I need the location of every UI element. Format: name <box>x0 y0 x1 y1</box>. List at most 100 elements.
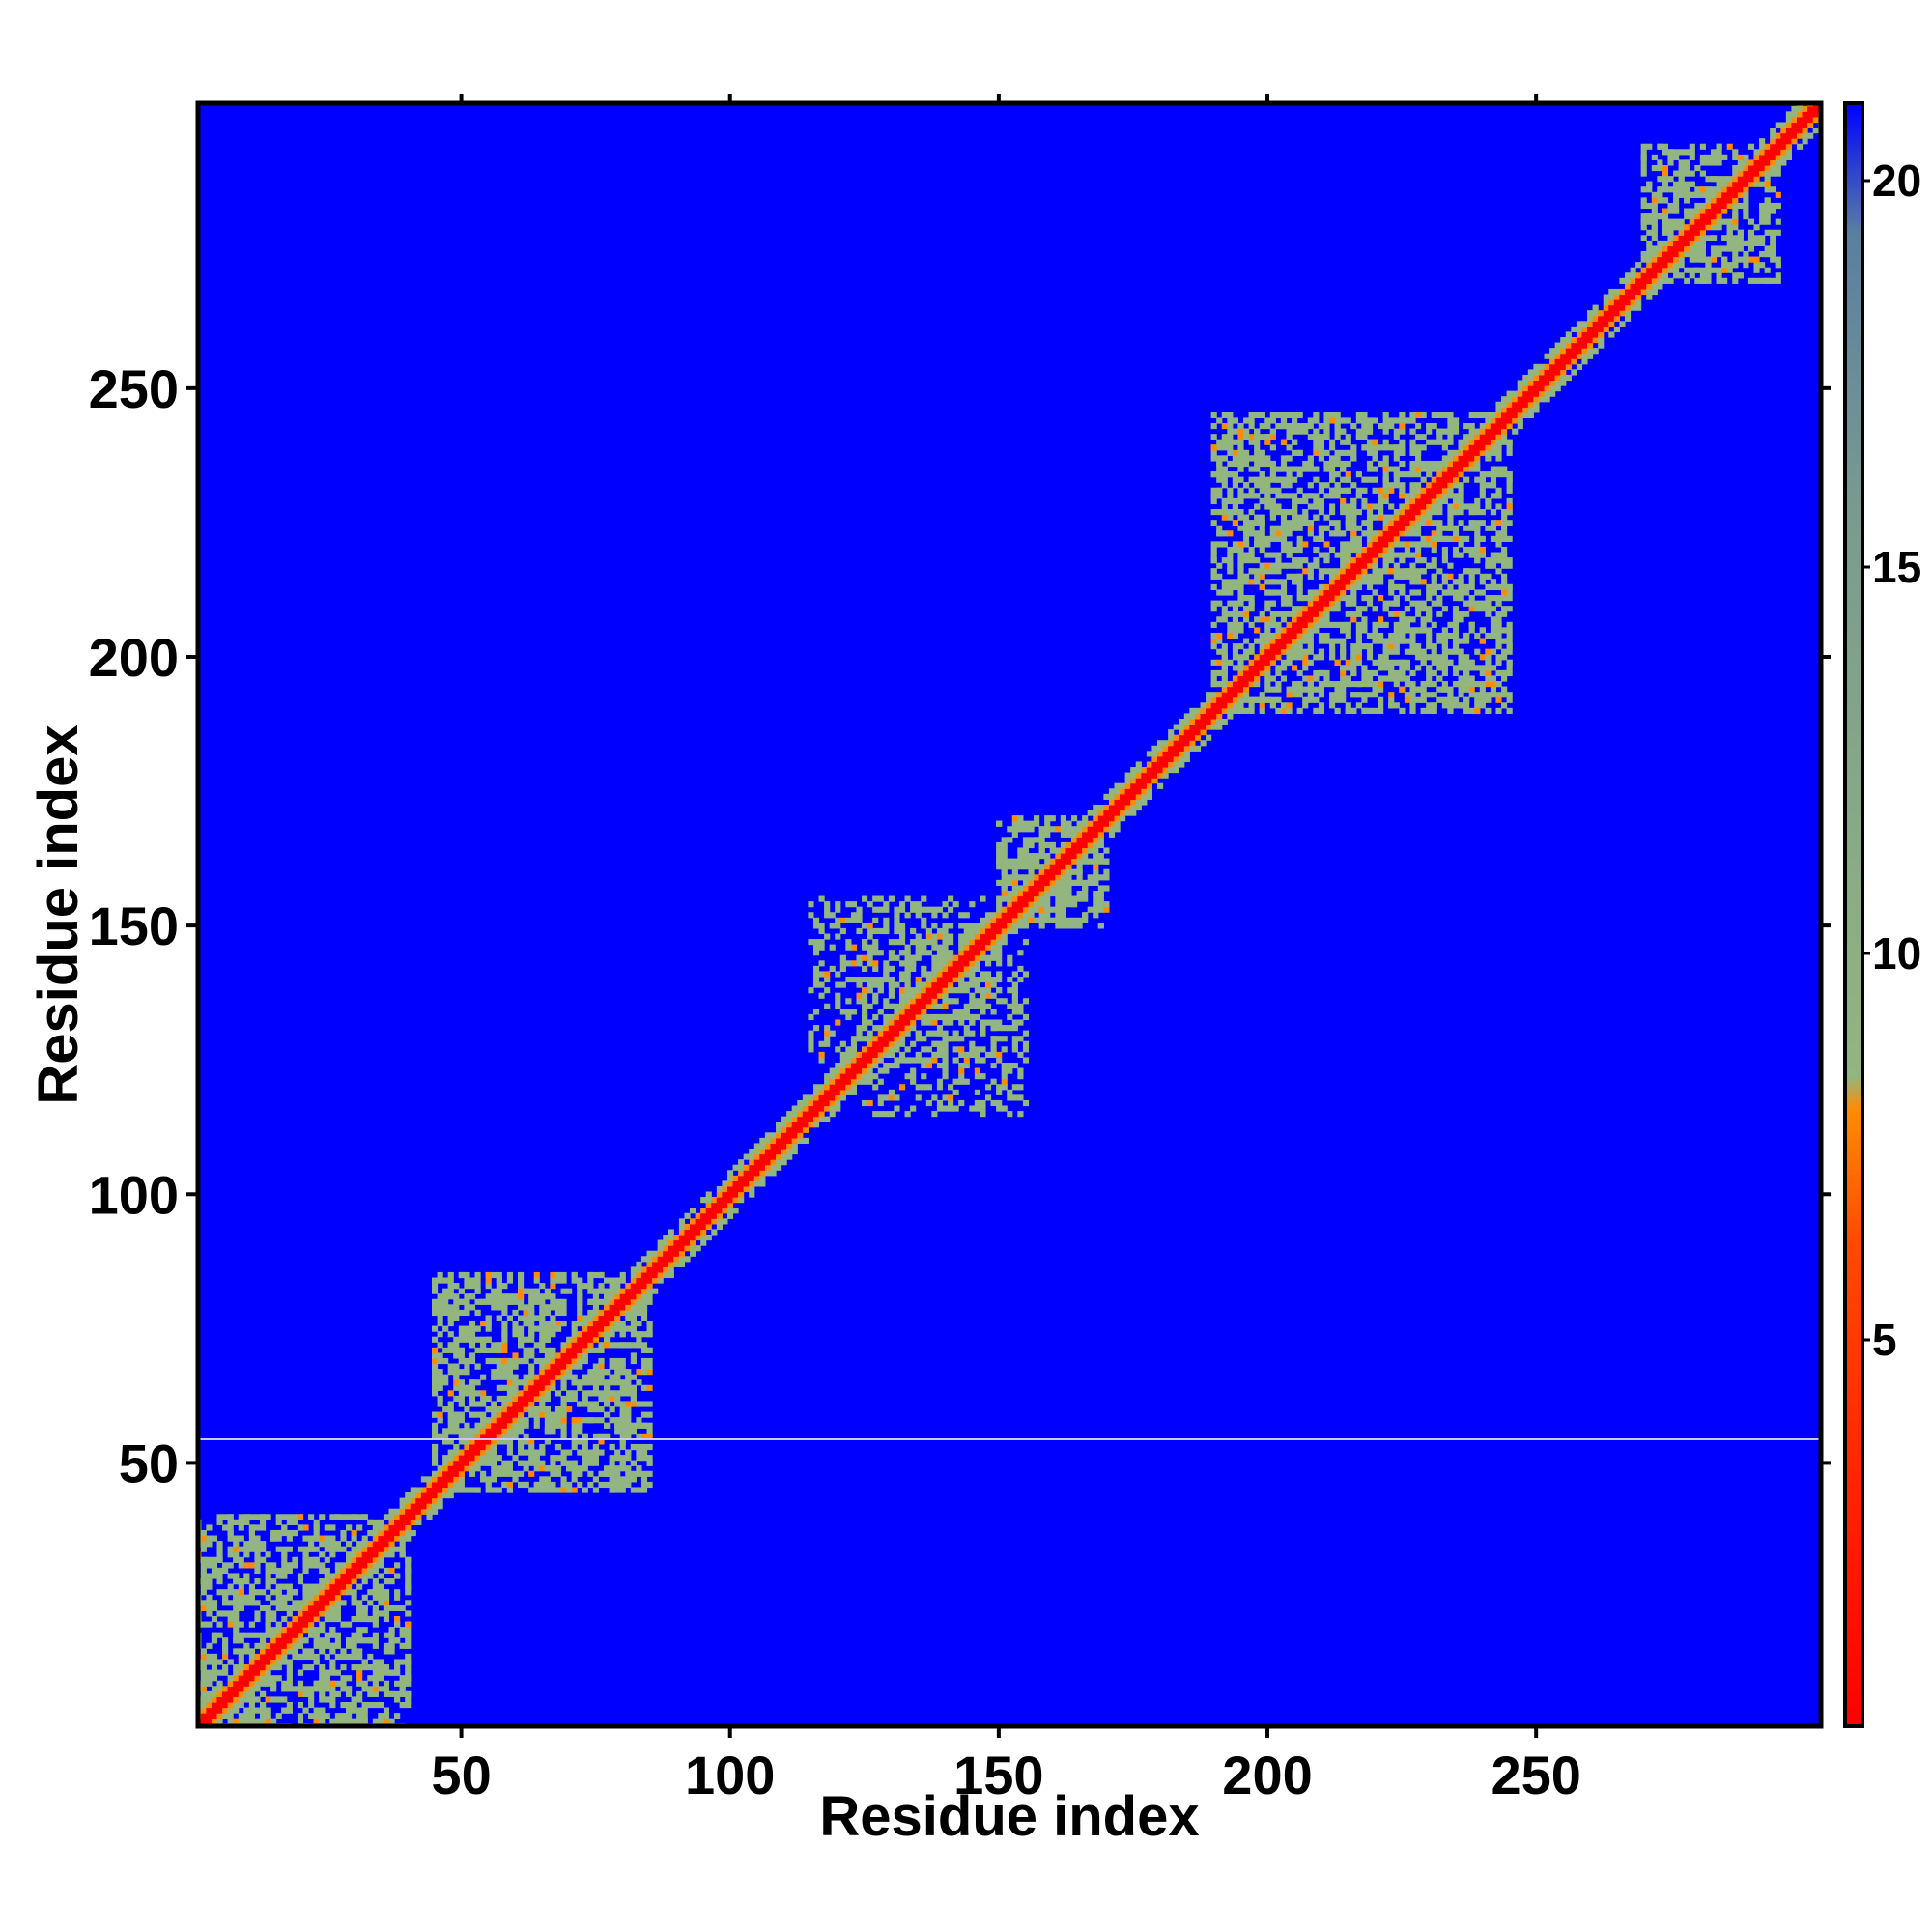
heatmap-cell <box>512 1422 519 1429</box>
heatmap-cell <box>1108 820 1116 827</box>
heatmap-cell <box>936 1051 944 1059</box>
heatmap-cell <box>345 1637 353 1644</box>
heatmap-cell <box>1060 831 1067 838</box>
heatmap-cell <box>1791 116 1798 124</box>
heatmap-cell <box>394 1519 401 1525</box>
heatmap-cell <box>910 1013 917 1021</box>
heatmap-cell <box>1355 557 1362 564</box>
heatmap-cell <box>1350 546 1357 554</box>
heatmap-cell <box>1001 939 1008 946</box>
heatmap-cell <box>544 1352 551 1359</box>
heatmap-cell <box>577 1352 583 1359</box>
heatmap-cell <box>1651 256 1658 263</box>
heatmap-cell <box>1011 1094 1018 1101</box>
heatmap-cell <box>818 981 825 988</box>
heatmap-cell <box>544 1481 551 1489</box>
heatmap-cell <box>1667 235 1674 242</box>
heatmap-cell <box>491 1433 497 1439</box>
heatmap-cell <box>577 1449 583 1456</box>
heatmap-cell <box>958 954 965 961</box>
heatmap-cell <box>598 1406 605 1413</box>
heatmap-cell <box>1441 455 1448 462</box>
heatmap-cell <box>958 1019 965 1026</box>
heatmap-cell <box>931 965 938 973</box>
heatmap-cell <box>383 1648 390 1655</box>
heatmap-cell <box>936 987 944 994</box>
heatmap-cell <box>324 1594 330 1601</box>
heatmap-cell <box>1017 906 1024 913</box>
heatmap-cell <box>1097 895 1104 902</box>
heatmap-cell <box>1292 611 1298 617</box>
heatmap-cell <box>1011 831 1018 838</box>
heatmap-cell <box>1479 444 1486 451</box>
heatmap-cell <box>711 1229 718 1236</box>
heatmap-cell <box>378 1701 384 1709</box>
heatmap-cell <box>904 1013 911 1021</box>
heatmap-cell <box>1355 546 1362 554</box>
heatmap-cell <box>668 1250 674 1257</box>
heatmap-cell <box>1156 761 1164 768</box>
heatmap-cell <box>867 1067 873 1074</box>
heatmap-cell <box>872 981 879 988</box>
heatmap-cell <box>640 1422 648 1429</box>
heatmap-cell <box>480 1455 487 1462</box>
heatmap-cell <box>1759 164 1766 172</box>
heatmap-cell <box>1485 412 1492 419</box>
heatmap-cell <box>334 1589 342 1596</box>
heatmap-cell <box>1533 396 1540 403</box>
heatmap-cell <box>248 1600 256 1606</box>
heatmap-cell <box>1242 681 1250 688</box>
heatmap-cell <box>1093 890 1099 897</box>
heatmap-cell <box>1318 595 1325 602</box>
heatmap-cell <box>894 1094 900 1101</box>
heatmap-cell <box>560 1384 567 1391</box>
heatmap-cell <box>560 1342 567 1349</box>
heatmap-cell <box>399 1535 406 1542</box>
heatmap-cell <box>351 1589 357 1596</box>
heatmap-cell <box>426 1487 433 1493</box>
heatmap-cell <box>609 1465 615 1472</box>
heatmap-cell <box>1254 659 1261 666</box>
heatmap-cell <box>856 981 863 988</box>
heatmap-cell <box>862 987 868 994</box>
heatmap-cell <box>1022 895 1030 902</box>
heatmap-cell <box>942 1105 949 1112</box>
heatmap-cell <box>1565 353 1572 359</box>
heatmap-cell <box>550 1315 556 1321</box>
heatmap-cell <box>324 1600 330 1606</box>
heatmap-cell <box>1120 804 1126 811</box>
heatmap-cell <box>571 1321 578 1327</box>
heatmap-cell <box>598 1331 605 1338</box>
heatmap-cell <box>894 954 900 961</box>
heatmap-cell <box>211 1707 218 1714</box>
heatmap-cell <box>1753 154 1760 161</box>
heatmap-cell <box>1189 718 1196 725</box>
heatmap-cell <box>206 1621 213 1628</box>
heatmap-cell <box>518 1428 525 1435</box>
heatmap-cell <box>1576 363 1583 370</box>
heatmap-cell <box>394 1546 401 1552</box>
heatmap-cell <box>690 1229 696 1236</box>
heatmap-cell <box>533 1395 540 1403</box>
heatmap-cell <box>952 1046 959 1053</box>
heatmap-cell <box>872 1036 879 1042</box>
heatmap-cell <box>963 981 970 988</box>
heatmap-cell <box>636 1470 642 1477</box>
heatmap-cell <box>587 1288 594 1294</box>
heatmap-cell <box>942 933 949 940</box>
heatmap-cell <box>1468 449 1475 456</box>
heatmap-cell <box>1011 890 1018 897</box>
heatmap-cell <box>216 1551 223 1558</box>
heatmap-cell <box>410 1503 416 1510</box>
heatmap-cell <box>1286 611 1293 617</box>
heatmap-cell <box>340 1514 347 1520</box>
heatmap-cell <box>1087 874 1094 881</box>
heatmap-cell <box>1248 665 1255 671</box>
heatmap-cell <box>958 912 965 919</box>
heatmap-cell <box>678 1256 686 1263</box>
heatmap-cell <box>1662 245 1669 252</box>
heatmap-cell <box>1017 923 1024 929</box>
heatmap-cell <box>1156 782 1164 789</box>
heatmap-cell <box>329 1632 336 1638</box>
heatmap-cell <box>1114 788 1121 795</box>
